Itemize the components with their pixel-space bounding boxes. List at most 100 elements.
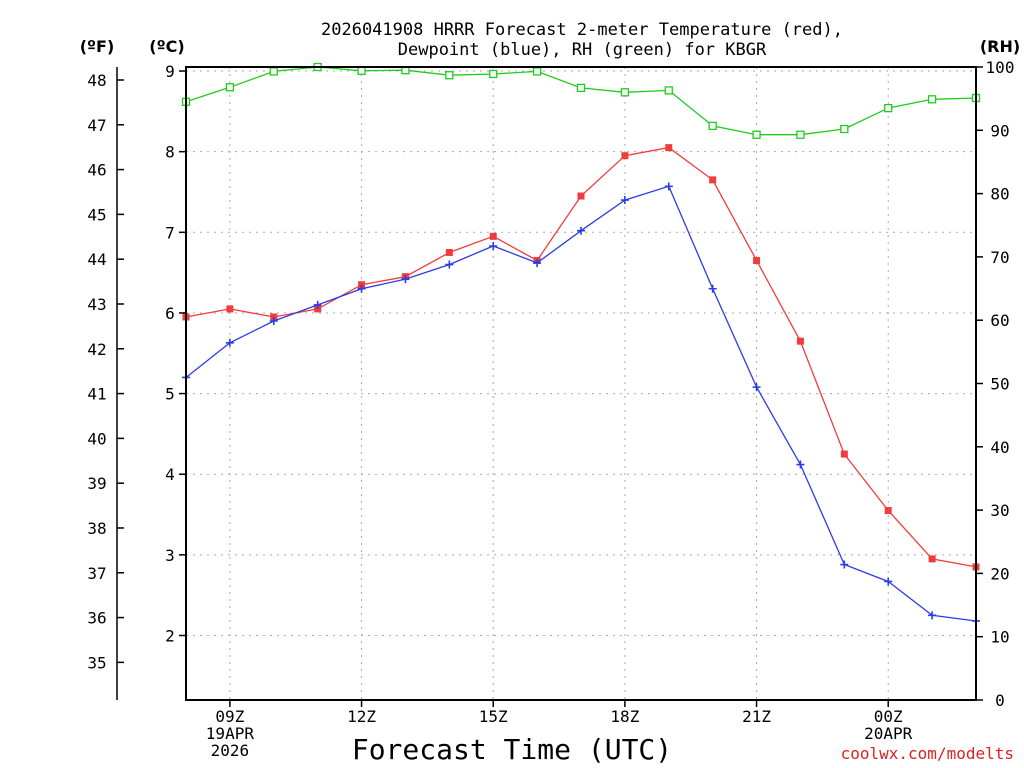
- celsius-tick-label: 2: [165, 626, 175, 645]
- fahrenheit-tick-label: 37: [87, 564, 106, 583]
- celsius-tick-label: 3: [165, 546, 175, 565]
- rh-tick-label: 40: [990, 438, 1009, 457]
- rh-line: [185, 66, 977, 136]
- rh-point: [489, 69, 498, 79]
- chart-title-line-1: 2026041908 HRRR Forecast 2-meter Tempera…: [321, 20, 843, 40]
- data-series: [181, 62, 981, 625]
- dewpoint-point: [884, 577, 893, 586]
- temperature-point: [226, 305, 234, 313]
- temperature-point: [796, 337, 804, 345]
- dewpoint-point: [401, 275, 410, 284]
- rh-tick-label: 70: [990, 248, 1009, 267]
- rh-tick-label: 0: [995, 691, 1005, 710]
- temperature-point: [358, 281, 366, 289]
- rh-point: [927, 95, 937, 104]
- dewpoint-point: [357, 284, 366, 293]
- fahrenheit-tick-label: 48: [87, 71, 106, 90]
- temperature-point: [665, 144, 673, 152]
- temperature-point: [314, 305, 322, 313]
- rh-point: [269, 67, 278, 76]
- rh-tick-label: 10: [990, 628, 1009, 647]
- dewpoint-point: [708, 284, 717, 293]
- temperature-line: [185, 146, 977, 568]
- fahrenheit-axis-unit: (ºF): [80, 37, 115, 56]
- dewpoint-line: [185, 185, 977, 622]
- plot-frame: [185, 66, 977, 701]
- dewpoint-point: [664, 182, 673, 191]
- temperature-point: [928, 555, 936, 563]
- rh-point: [884, 103, 893, 113]
- x-tick-label: 18Z: [610, 707, 639, 726]
- celsius-tick-label: 4: [165, 465, 175, 484]
- x-tick-label: 00Z: [874, 707, 903, 726]
- fahrenheit-tick-label: 44: [87, 250, 106, 269]
- rh-point: [708, 121, 717, 131]
- celsius-axis-unit: (ºC): [149, 37, 184, 56]
- x-axis-label: Forecast Time (UTC): [352, 733, 672, 766]
- rh-tick-label: 90: [990, 121, 1009, 140]
- rh-tick-label: 30: [990, 501, 1009, 520]
- fahrenheit-tick-label: 40: [87, 429, 106, 448]
- temperature-point: [577, 192, 585, 200]
- rh-point: [532, 67, 542, 76]
- dewpoint-point: [577, 226, 585, 235]
- temperature-point: [621, 152, 629, 160]
- credit-text: coolwx.com/modelts: [841, 744, 1014, 763]
- rh-point: [840, 124, 849, 134]
- x-tick-label: 15Z: [479, 707, 508, 726]
- x-tick-label: 19APR: [206, 724, 255, 743]
- rh-tick-label: 100: [986, 58, 1015, 77]
- fahrenheit-tick-label: 35: [87, 653, 106, 672]
- rh-point: [752, 130, 761, 139]
- fahrenheit-tick-label: 46: [87, 161, 106, 180]
- x-tick-label: 09Z: [215, 707, 244, 726]
- dewpoint-point: [796, 460, 805, 469]
- rh-tick-label: 20: [990, 564, 1009, 583]
- rh-axis-unit: (RH): [980, 37, 1020, 56]
- dewpoint-point: [840, 560, 849, 569]
- celsius-tick-label: 7: [165, 223, 175, 242]
- dewpoint-point: [313, 300, 322, 309]
- rh-point: [576, 83, 586, 93]
- grid-lines: [186, 67, 976, 700]
- fahrenheit-tick-label: 47: [87, 116, 106, 135]
- x-tick-label: 21Z: [742, 707, 771, 726]
- celsius-tick-label: 5: [165, 385, 175, 404]
- temperature-point: [709, 176, 717, 184]
- x-tick-label: 12Z: [347, 707, 376, 726]
- chart-title-line-2: Dewpoint (blue), RH (green) for KBGR: [398, 40, 767, 60]
- temperature-point: [884, 507, 892, 515]
- x-tick-label: 2026: [211, 741, 250, 760]
- fahrenheit-tick-label: 43: [87, 295, 106, 314]
- temperature-point: [489, 232, 497, 240]
- dewpoint-point: [928, 611, 937, 620]
- dewpoint-point: [269, 317, 278, 326]
- dewpoint-point: [489, 242, 498, 251]
- rh-tick-label: 50: [990, 375, 1009, 394]
- rh-point: [664, 86, 673, 95]
- temperature-point: [445, 248, 453, 256]
- fahrenheit-tick-label: 45: [87, 205, 106, 224]
- rh-tick-label: 60: [990, 311, 1009, 330]
- rh-point: [796, 130, 805, 139]
- rh-point: [225, 83, 235, 92]
- x-tick-label: 20APR: [864, 724, 913, 743]
- celsius-tick-label: 8: [165, 143, 175, 162]
- rh-point: [445, 71, 454, 80]
- rh-tick-label: 80: [990, 185, 1009, 204]
- dewpoint-point: [445, 260, 454, 269]
- rh-point: [357, 66, 366, 75]
- dewpoint-point: [620, 196, 629, 205]
- dewpoint-point: [225, 338, 234, 347]
- celsius-tick-label: 6: [165, 304, 175, 323]
- temperature-point: [753, 257, 761, 265]
- celsius-tick-label: 9: [165, 62, 175, 81]
- dewpoint-point: [752, 383, 761, 392]
- fahrenheit-tick-label: 38: [87, 519, 106, 538]
- fahrenheit-tick-label: 42: [87, 340, 106, 359]
- dewpoint-point: [533, 258, 542, 267]
- temperature-point: [270, 313, 278, 321]
- fahrenheit-tick-label: 39: [87, 474, 106, 493]
